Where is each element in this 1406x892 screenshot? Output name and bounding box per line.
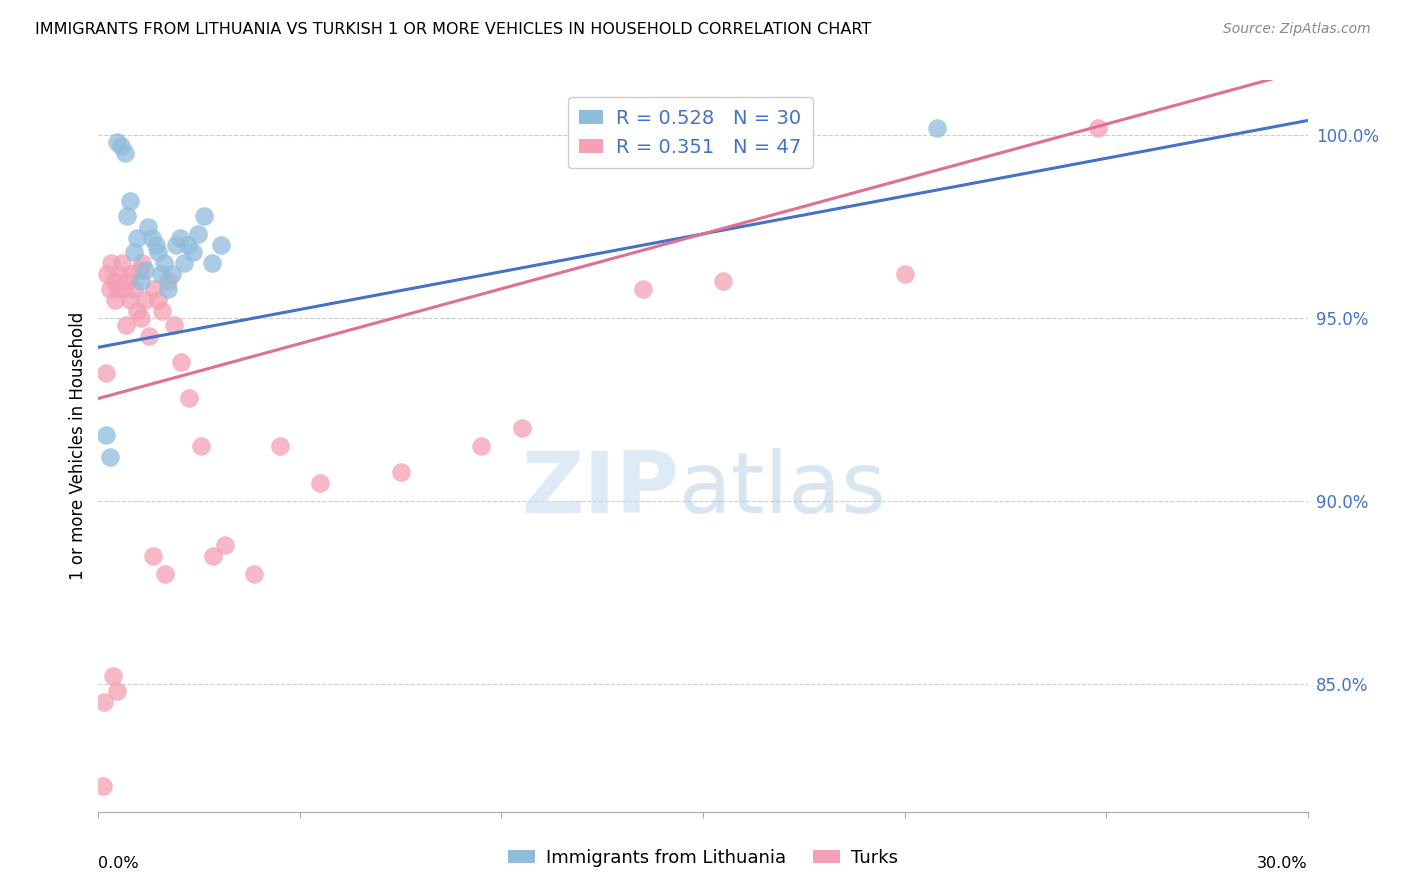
Point (98, 282, 121, 296)
Text: atlas: atlas (679, 449, 887, 532)
Point (242, 567, 264, 582)
Point (94, 428, 117, 442)
Point (152, 256, 174, 270)
Point (177, 238, 200, 252)
Point (925, 120, 948, 135)
Point (122, 282, 145, 296)
Point (153, 567, 176, 582)
Point (156, 282, 179, 296)
Point (149, 267, 172, 281)
Point (110, 139, 132, 153)
Point (122, 245, 145, 260)
Point (145, 238, 167, 252)
Point (125, 230, 148, 244)
Point (181, 245, 204, 260)
Point (114, 318, 136, 333)
Point (98, 450, 121, 464)
Point (201, 256, 224, 270)
Point (202, 549, 225, 563)
Point (105, 684, 128, 698)
Point (121, 267, 143, 281)
Point (129, 311, 152, 326)
Point (93, 695, 115, 709)
Point (209, 238, 232, 252)
Point (173, 256, 195, 270)
Point (96, 267, 118, 281)
Point (138, 329, 160, 343)
Point (1087, 120, 1109, 135)
Point (179, 392, 201, 406)
Point (107, 282, 129, 296)
Point (111, 256, 134, 270)
Point (103, 275, 125, 289)
Text: IMMIGRANTS FROM LITHUANIA VS TURKISH 1 OR MORE VEHICLES IN HOUSEHOLD CORRELATION: IMMIGRANTS FROM LITHUANIA VS TURKISH 1 O… (35, 22, 872, 37)
Point (711, 275, 734, 289)
Y-axis label: 1 or more Vehicles in Household: 1 or more Vehicles in Household (69, 312, 87, 580)
Point (112, 282, 135, 296)
Point (146, 245, 169, 260)
Point (170, 355, 193, 369)
Point (470, 439, 492, 453)
Point (108, 267, 131, 281)
Point (672, 124, 695, 138)
Point (169, 230, 191, 244)
Text: 30.0%: 30.0% (1257, 855, 1308, 871)
Point (150, 303, 173, 318)
Point (163, 318, 186, 333)
Point (389, 465, 412, 479)
Point (117, 275, 139, 289)
Point (146, 293, 169, 307)
Point (893, 267, 915, 281)
Point (131, 256, 153, 270)
Point (114, 146, 136, 161)
Point (193, 209, 215, 223)
Point (128, 263, 150, 277)
Point (134, 263, 156, 277)
Point (100, 256, 122, 270)
Point (141, 230, 163, 244)
Point (129, 275, 152, 289)
Point (125, 303, 148, 318)
Point (309, 475, 332, 490)
Text: Source: ZipAtlas.com: Source: ZipAtlas.com (1223, 22, 1371, 37)
Point (136, 219, 159, 234)
Point (156, 275, 179, 289)
Point (142, 549, 165, 563)
Legend: Immigrants from Lithuania, Turks: Immigrants from Lithuania, Turks (501, 842, 905, 874)
Point (117, 209, 139, 223)
Point (134, 293, 156, 307)
Point (165, 238, 187, 252)
Point (187, 227, 209, 241)
Point (118, 194, 141, 208)
Point (269, 439, 291, 453)
Point (105, 136, 128, 150)
Point (104, 293, 127, 307)
Point (94, 366, 117, 380)
Point (190, 439, 212, 453)
Text: 0.0%: 0.0% (98, 855, 139, 871)
Point (160, 267, 183, 281)
Point (91, 779, 114, 793)
Point (118, 293, 141, 307)
Point (631, 282, 654, 296)
Text: ZIP: ZIP (522, 449, 679, 532)
Point (214, 538, 236, 552)
Point (510, 421, 533, 435)
Point (143, 282, 166, 296)
Point (101, 669, 124, 683)
Legend: R = 0.528   N = 30, R = 0.351   N = 47: R = 0.528 N = 30, R = 0.351 N = 47 (568, 97, 813, 169)
